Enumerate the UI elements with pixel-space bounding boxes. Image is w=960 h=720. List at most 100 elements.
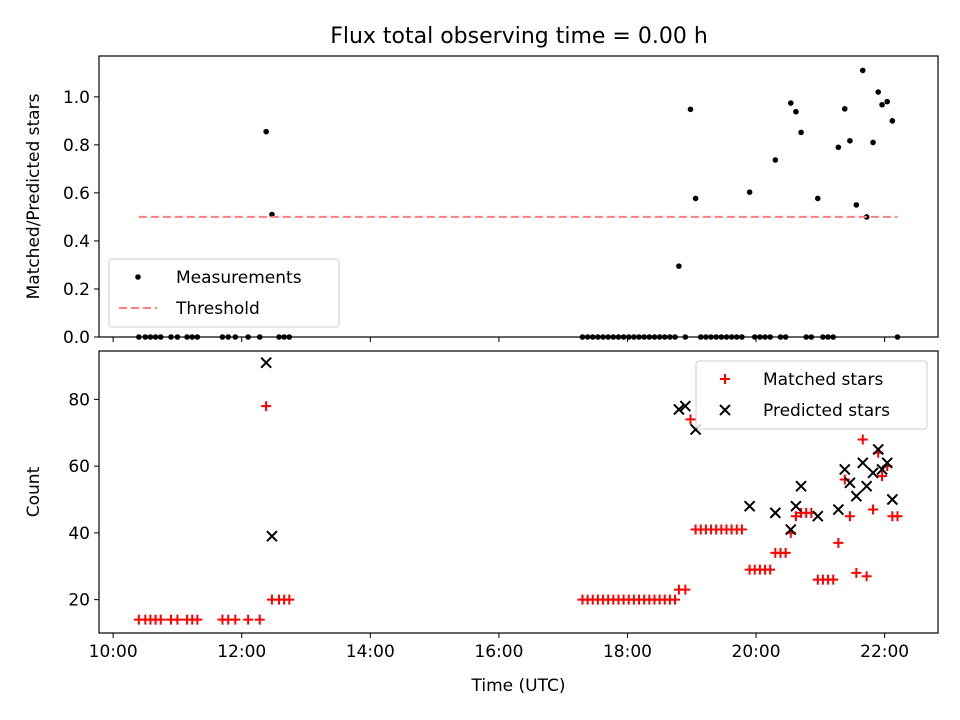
predicted-star-point <box>795 480 807 492</box>
matched-star-point <box>868 504 879 515</box>
matched-star-point <box>857 434 868 445</box>
predicted-star-point <box>769 507 782 519</box>
predicted-star-point <box>839 463 851 476</box>
matched-star-point <box>765 564 776 575</box>
measurement-point <box>884 98 891 105</box>
x-tick-label: 18:00 <box>603 642 652 662</box>
predicted-star-point <box>850 490 863 502</box>
measurement-point <box>841 106 848 112</box>
y-tick-label: 0.2 <box>63 280 90 300</box>
matched-star-point <box>892 511 903 522</box>
predicted-star-point <box>844 477 856 489</box>
x-tick-label: 12:00 <box>217 642 266 662</box>
measurement-point <box>853 202 860 208</box>
matched-star-point <box>685 414 696 425</box>
y-axis-label: Matched/Predicted stars <box>24 93 44 299</box>
predicted-star-point <box>886 493 899 506</box>
matched-star-point <box>243 614 254 625</box>
x-tick-label: 14:00 <box>346 642 395 662</box>
predicted-star-point <box>857 457 869 469</box>
matched-star-point <box>670 594 681 605</box>
matched-star-point <box>284 594 295 605</box>
predicted-star-point <box>260 356 272 369</box>
legend-label: Predicted stars <box>763 401 890 421</box>
x-tick-label: 20:00 <box>732 642 781 662</box>
legend-label: Threshold <box>175 299 260 319</box>
measurement-point <box>889 118 896 124</box>
measurement-point <box>847 137 853 144</box>
predicted-star-point <box>867 467 879 479</box>
predicted-star-point <box>785 523 797 536</box>
y-tick-label: 0.8 <box>63 136 90 156</box>
measurement-point <box>787 100 794 106</box>
flux-ratio-panel: 0.0 0.2 0.4 0.6 0.8 1.0 Matched/Predicted star… <box>24 55 939 348</box>
matched-star-point <box>192 614 203 625</box>
measurement-point <box>746 189 753 195</box>
matched-star-point <box>851 567 862 578</box>
y-tick-label: 80 <box>68 390 90 410</box>
predicted-star-point <box>679 400 692 412</box>
matched-star-point <box>877 471 888 482</box>
matched-star-point <box>828 574 839 585</box>
measurement-point <box>793 108 799 115</box>
matched-star-point <box>790 511 801 522</box>
predicted-star-point <box>881 457 893 469</box>
measurement-point <box>859 67 866 74</box>
matched-star-point <box>861 571 872 582</box>
chart-title: Flux total observing time = 0.00 h <box>330 24 708 49</box>
legend-box <box>695 360 928 430</box>
predicted-star-point <box>743 500 756 512</box>
measurement-point <box>676 263 682 269</box>
predicted-star-point <box>673 403 685 416</box>
x-tick-label: 16:00 <box>474 642 523 662</box>
matched-star-point <box>254 614 265 625</box>
y-tick-label: 0.0 <box>63 328 90 348</box>
legend-box <box>108 258 340 328</box>
measurement-point <box>870 139 876 146</box>
measurement-point <box>875 89 882 95</box>
legend-label: Measurements <box>176 268 302 288</box>
matched-star-point <box>172 614 183 625</box>
matched-star-point <box>833 537 844 548</box>
predicted-star-point <box>876 463 888 476</box>
measurement-point <box>879 101 885 108</box>
legend: Matched stars Predicted stars <box>695 360 928 430</box>
y-axis-label: Count <box>24 466 44 517</box>
measurement-point <box>814 195 821 202</box>
y-tick-label: 40 <box>68 524 90 544</box>
measurement-point <box>798 129 804 136</box>
x-tick-label: 22:00 <box>860 642 909 662</box>
matched-star-point <box>736 524 747 535</box>
legend-swatch <box>720 374 730 384</box>
axes-frame <box>98 350 939 634</box>
legend-swatch <box>719 404 731 416</box>
measurement-point <box>835 144 842 151</box>
predicted-star-point <box>860 480 873 492</box>
predicted-star-point <box>872 443 884 456</box>
star-count-panel: 10:00 12:00 14:00 16:00 18:00 20:00 22:00 20 40 6… <box>24 350 939 696</box>
legend-label: Matched stars <box>763 370 883 390</box>
matched-star-point <box>780 547 791 558</box>
series-matched-stars <box>133 401 903 625</box>
matched-star-point <box>230 614 241 625</box>
predicted-star-point <box>266 530 278 542</box>
axes-frame <box>98 55 939 338</box>
y-tick-label: 20 <box>68 591 90 611</box>
matched-star-point <box>844 511 855 522</box>
x-axis-label: Time (UTC) <box>471 676 566 696</box>
predicted-star-point <box>832 503 845 516</box>
y-tick-label: 60 <box>68 457 90 477</box>
measurement-point <box>687 106 694 113</box>
measurement-point <box>772 157 779 163</box>
measurement-point <box>269 211 275 218</box>
matched-star-point <box>261 401 272 412</box>
y-tick-label: 0.6 <box>63 184 90 204</box>
y-tick-label: 1.0 <box>63 88 90 108</box>
measurement-point <box>263 128 269 135</box>
matched-star-point <box>839 474 850 485</box>
legend-swatch <box>135 274 141 280</box>
y-tick-label: 0.4 <box>63 232 90 252</box>
measurement-point <box>692 195 699 202</box>
predicted-star-point <box>812 510 824 522</box>
